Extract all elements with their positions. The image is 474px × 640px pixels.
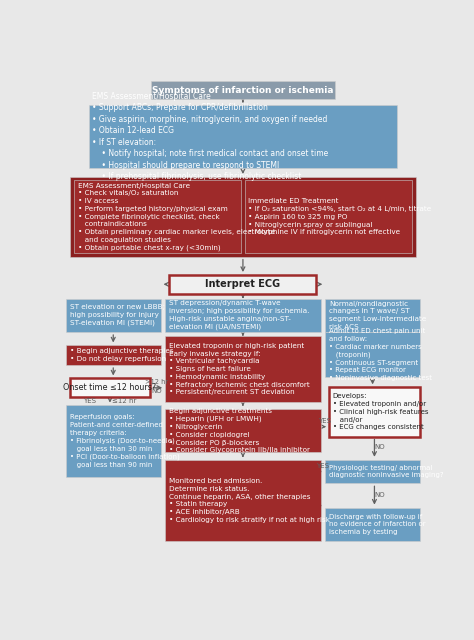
Text: Discharge with follow-up if
no evidence of infarction or
ischemia by testing: Discharge with follow-up if no evidence … xyxy=(329,513,426,535)
Text: ST elevation or new LBBB;
high possibility for injury
ST-elevation MI (STEMI): ST elevation or new LBBB; high possibili… xyxy=(70,304,164,326)
FancyBboxPatch shape xyxy=(74,180,241,253)
Text: Normal/nondiagnostic
changes in T wave/ ST
segment Low-intermediate
risk ACS: Normal/nondiagnostic changes in T wave/ … xyxy=(329,301,426,330)
Text: Interpret ECG: Interpret ECG xyxy=(205,279,281,289)
FancyBboxPatch shape xyxy=(89,105,397,168)
Text: Elevated troponin or high-risk patient
Early invasive strategy if:
• Ventricular: Elevated troponin or high-risk patient E… xyxy=(169,343,310,396)
Text: NO: NO xyxy=(151,388,162,394)
FancyBboxPatch shape xyxy=(329,387,420,436)
Text: Immediate ED Treatment
• If O₂ saturation <94%, start O₂ at 4 L/min, titrate
• A: Immediate ED Treatment • If O₂ saturatio… xyxy=(248,198,432,236)
FancyBboxPatch shape xyxy=(165,336,321,402)
FancyBboxPatch shape xyxy=(325,332,420,378)
Text: YES: YES xyxy=(317,463,329,469)
FancyBboxPatch shape xyxy=(66,346,161,365)
FancyBboxPatch shape xyxy=(325,460,420,483)
Text: Reperfusion goals:
Patient-and center-defined
therapy criteria:
• Fibrinolysis (: Reperfusion goals: Patient-and center-de… xyxy=(70,415,179,468)
FancyBboxPatch shape xyxy=(165,298,321,332)
Text: NO: NO xyxy=(374,492,385,498)
FancyBboxPatch shape xyxy=(66,298,161,332)
FancyBboxPatch shape xyxy=(151,81,335,99)
FancyBboxPatch shape xyxy=(245,180,412,253)
Text: • Begin adjunctive therapies
• Do not delay reperfusion: • Begin adjunctive therapies • Do not de… xyxy=(70,348,173,362)
Text: ST depression/dynamic T-wave
inversion; high possibility for ischemia.
High-risk: ST depression/dynamic T-wave inversion; … xyxy=(169,300,309,330)
Text: NO: NO xyxy=(374,444,385,451)
Text: Begin adjunctive treatments
• Heparin (UFH or LMWH)
• Nitroglycerin
• Consider c: Begin adjunctive treatments • Heparin (U… xyxy=(169,408,310,453)
FancyBboxPatch shape xyxy=(325,298,420,332)
Text: Physiologic testing/ abnormal
diagnostic noninvasive imaging?: Physiologic testing/ abnormal diagnostic… xyxy=(329,465,444,479)
Text: YES: YES xyxy=(83,398,96,404)
Text: EMS Assessment/Hospital Care
• Check vitals/O₂ saturation
• IV access
• Perform : EMS Assessment/Hospital Care • Check vit… xyxy=(78,182,275,251)
Text: EMS Assessment/Hospital Care
• Support ABCs; Prepare for CPR/defibrillation
• Gi: EMS Assessment/Hospital Care • Support A… xyxy=(92,92,328,181)
Text: Develops:
• Elevated troponin and/or
• Clinical high-risk features
   and/or
• E: Develops: • Elevated troponin and/or • C… xyxy=(333,394,428,431)
Text: YES: YES xyxy=(319,418,331,424)
Text: Admit to ED chest pain unit
and follow:
• Cardiac marker numbers
   (troponin)
•: Admit to ED chest pain unit and follow: … xyxy=(329,328,432,381)
FancyBboxPatch shape xyxy=(165,409,321,452)
FancyBboxPatch shape xyxy=(70,177,416,257)
FancyBboxPatch shape xyxy=(165,460,321,541)
Text: Symptoms of infarction or ischemia: Symptoms of infarction or ischemia xyxy=(152,86,334,95)
Text: Onset time ≤12 hours?: Onset time ≤12 hours? xyxy=(64,383,156,392)
FancyBboxPatch shape xyxy=(66,406,161,477)
Text: >12 hr: >12 hr xyxy=(145,380,168,385)
FancyBboxPatch shape xyxy=(169,275,316,294)
FancyBboxPatch shape xyxy=(325,508,420,541)
Text: ≤12 hr: ≤12 hr xyxy=(112,398,137,404)
Text: Monitored bed admission.
Determine risk status.
Continue heparin, ASA, other the: Monitored bed admission. Determine risk … xyxy=(169,478,330,523)
FancyBboxPatch shape xyxy=(70,378,150,397)
